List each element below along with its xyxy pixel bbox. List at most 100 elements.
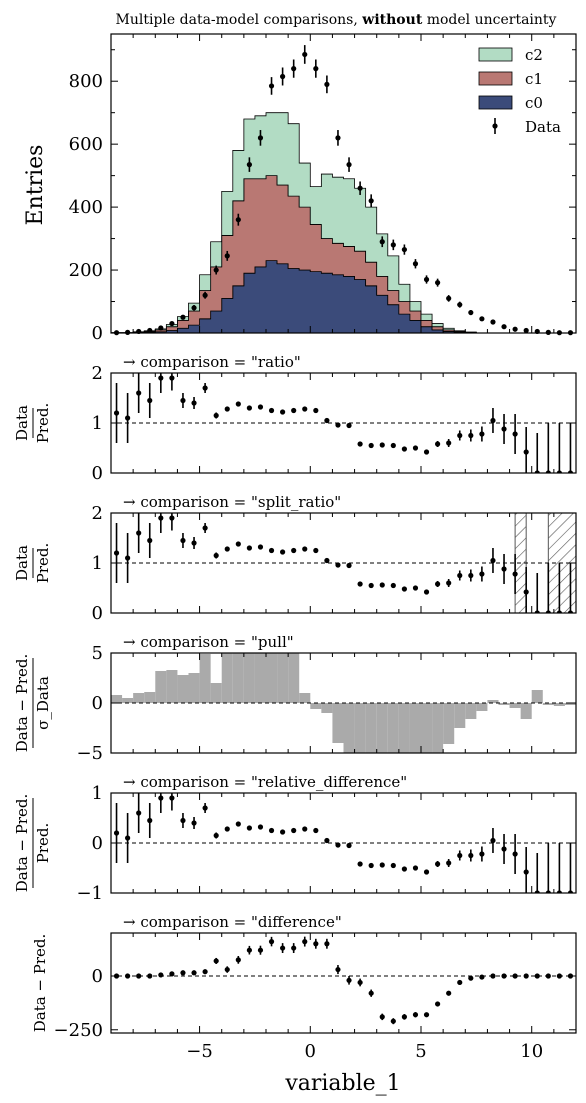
legend-swatch-c1 <box>478 71 513 86</box>
point <box>147 537 153 544</box>
point <box>158 795 164 801</box>
pull-bar <box>520 703 532 719</box>
point <box>556 973 562 979</box>
comparison-ylabel: Data Pred. <box>13 543 52 584</box>
y-tick-label: 0 <box>92 603 103 624</box>
ylabel-denominator: Pred. <box>34 403 52 444</box>
point <box>324 417 330 424</box>
pull-bar <box>531 690 543 703</box>
point <box>268 939 275 945</box>
main-panel: 0 200 400 600 800 Entries c2 c1 c0 Data <box>23 33 577 344</box>
point <box>512 571 518 577</box>
comparison-panel-5: −5 0 5 10 −250 0 → comparison = "difference" Da… <box>31 913 577 1062</box>
pull-bar <box>266 653 278 703</box>
data-point <box>202 292 208 298</box>
point <box>335 842 341 848</box>
point <box>457 852 463 859</box>
point <box>113 830 120 836</box>
point <box>324 837 330 844</box>
point <box>158 375 164 381</box>
point <box>512 851 518 857</box>
y-tick-label: 400 <box>69 197 103 218</box>
data-point <box>412 261 419 267</box>
point <box>147 397 153 404</box>
point <box>390 442 396 449</box>
point <box>501 973 507 979</box>
point <box>246 545 252 551</box>
ylabel-numerator: Data <box>13 405 31 441</box>
comparison-ylabel: Data − Pred. <box>31 934 49 1033</box>
point <box>335 562 341 568</box>
data-point <box>468 309 474 316</box>
point <box>213 412 219 419</box>
data-point <box>357 185 363 191</box>
pull-bar <box>553 703 565 706</box>
point <box>324 557 330 564</box>
y-tick-label: 200 <box>69 260 103 281</box>
point <box>446 580 452 586</box>
point <box>556 470 562 473</box>
point <box>257 404 264 410</box>
point <box>412 585 419 591</box>
point <box>169 971 175 977</box>
point <box>523 869 529 875</box>
comparison-panel-4: −1 0 1 → comparison = "relative_difference"… <box>13 773 577 904</box>
comparison-panel-1: 0 1 2 → comparison = "ratio" Data Pred. <box>13 353 577 484</box>
point <box>224 406 230 412</box>
pull-bar <box>443 703 455 744</box>
comparison-ylabel: Data − Pred. σ_Data <box>13 654 52 753</box>
point <box>468 975 474 981</box>
pull-bar <box>343 703 355 753</box>
axes-frame <box>110 33 577 334</box>
y-tick-label: 1 <box>92 553 103 574</box>
point <box>479 431 485 437</box>
point <box>368 582 374 589</box>
pull-bar <box>166 670 178 703</box>
legend-label-c0: c0 <box>525 94 543 112</box>
point <box>523 589 529 595</box>
pull-bar <box>409 703 421 753</box>
point <box>202 385 208 391</box>
point <box>257 947 264 953</box>
point <box>401 866 407 872</box>
point <box>357 581 363 587</box>
point <box>412 865 419 871</box>
data-point <box>224 253 230 259</box>
point <box>457 432 463 439</box>
point <box>257 824 264 830</box>
pull-bar <box>421 703 433 753</box>
pull-bar <box>199 654 211 703</box>
data-point <box>213 267 219 273</box>
point <box>490 973 496 979</box>
point <box>313 941 319 947</box>
point <box>180 817 186 824</box>
y-tick-label: 0 <box>92 323 103 344</box>
point <box>567 890 574 893</box>
comparison-label: → comparison = "ratio" <box>123 353 301 371</box>
pull-bar <box>564 703 576 705</box>
point <box>113 410 120 416</box>
pull-bar <box>232 653 244 703</box>
pull-bar <box>321 703 333 713</box>
point <box>446 440 452 446</box>
point <box>534 890 540 893</box>
panel-content <box>111 936 576 1025</box>
point <box>180 970 186 976</box>
point <box>268 827 275 834</box>
point <box>169 375 175 381</box>
point <box>213 832 219 839</box>
stack-c2 <box>111 112 576 334</box>
point <box>357 861 363 867</box>
data-point <box>246 162 252 168</box>
data-point <box>280 73 286 80</box>
point <box>136 973 142 979</box>
point <box>423 869 430 875</box>
point <box>501 426 507 432</box>
point <box>202 805 208 811</box>
pull-bar <box>354 703 366 753</box>
x-axis-label: variable_1 <box>284 1071 400 1096</box>
point <box>423 589 430 595</box>
data-point <box>147 327 153 334</box>
point <box>180 397 186 404</box>
point <box>523 973 529 979</box>
